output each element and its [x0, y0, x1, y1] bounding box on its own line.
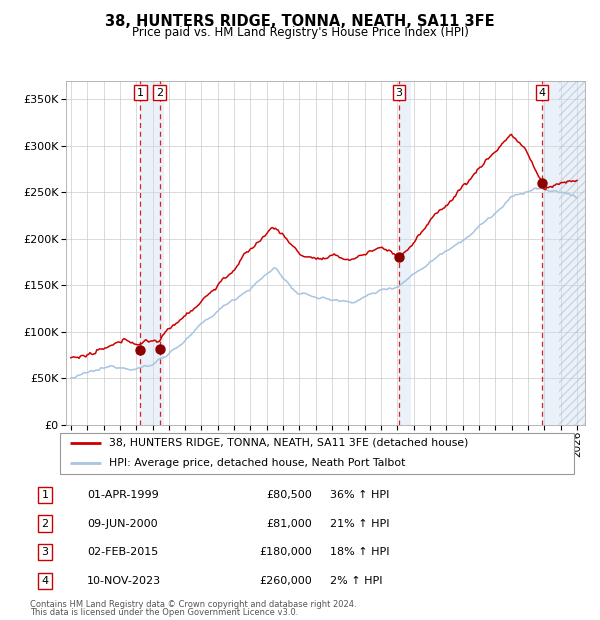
Text: 10-NOV-2023: 10-NOV-2023 — [87, 576, 161, 586]
Text: HPI: Average price, detached house, Neath Port Talbot: HPI: Average price, detached house, Neat… — [109, 458, 406, 469]
Bar — [140, 81, 164, 425]
Text: 2% ↑ HPI: 2% ↑ HPI — [330, 576, 383, 586]
Text: 02-FEB-2015: 02-FEB-2015 — [87, 547, 158, 557]
Text: 4: 4 — [41, 576, 49, 586]
Text: 38, HUNTERS RIDGE, TONNA, NEATH, SA11 3FE: 38, HUNTERS RIDGE, TONNA, NEATH, SA11 3F… — [105, 14, 495, 29]
Text: 18% ↑ HPI: 18% ↑ HPI — [330, 547, 389, 557]
Bar — [542, 81, 585, 425]
Text: 09-JUN-2000: 09-JUN-2000 — [87, 518, 158, 528]
Text: £80,500: £80,500 — [266, 490, 312, 500]
Text: 36% ↑ HPI: 36% ↑ HPI — [330, 490, 389, 500]
Text: £81,000: £81,000 — [266, 518, 312, 528]
Text: 1: 1 — [41, 490, 49, 500]
Text: 38, HUNTERS RIDGE, TONNA, NEATH, SA11 3FE (detached house): 38, HUNTERS RIDGE, TONNA, NEATH, SA11 3F… — [109, 438, 469, 448]
Text: £260,000: £260,000 — [259, 576, 312, 586]
Text: 1: 1 — [137, 87, 144, 97]
Text: 4: 4 — [538, 87, 545, 97]
FancyBboxPatch shape — [59, 433, 574, 474]
Text: Price paid vs. HM Land Registry's House Price Index (HPI): Price paid vs. HM Land Registry's House … — [131, 26, 469, 39]
Text: 01-APR-1999: 01-APR-1999 — [87, 490, 159, 500]
Text: 2: 2 — [156, 87, 163, 97]
Text: 3: 3 — [395, 87, 402, 97]
Text: £180,000: £180,000 — [259, 547, 312, 557]
Text: This data is licensed under the Open Government Licence v3.0.: This data is licensed under the Open Gov… — [30, 608, 298, 617]
Text: 21% ↑ HPI: 21% ↑ HPI — [330, 518, 389, 528]
Text: Contains HM Land Registry data © Crown copyright and database right 2024.: Contains HM Land Registry data © Crown c… — [30, 600, 356, 609]
Text: 3: 3 — [41, 547, 49, 557]
Text: 2: 2 — [41, 518, 49, 528]
Bar — [399, 81, 411, 425]
Bar — [559, 81, 585, 425]
Bar — [559, 81, 585, 425]
